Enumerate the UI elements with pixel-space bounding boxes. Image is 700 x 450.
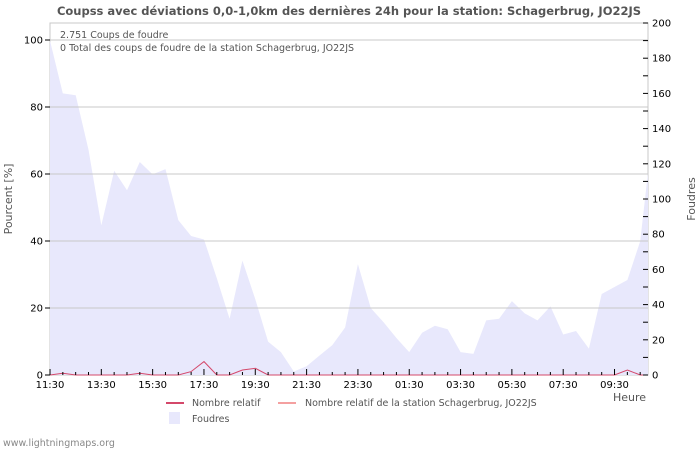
left-tick-label: 40 bbox=[30, 237, 43, 248]
x-tick-label: 19:30 bbox=[241, 380, 270, 391]
legend: Nombre relatif Nombre relatif de la stat… bbox=[166, 398, 537, 425]
x-axis-ticks bbox=[49, 369, 641, 375]
right-tick-label: 60 bbox=[652, 265, 665, 276]
legend-label-station: Nombre relatif de la station Schagerbrug… bbox=[305, 398, 537, 409]
right-tick-label: 0 bbox=[652, 371, 658, 382]
x-tick-label: 03:30 bbox=[446, 380, 475, 391]
x-tick-label: 15:30 bbox=[138, 380, 167, 391]
x-tick-label: 13:30 bbox=[87, 380, 116, 391]
left-tick-label: 0 bbox=[37, 371, 43, 382]
y-axis-right-label: Foudres bbox=[685, 177, 698, 221]
info-station-total: 0 Total des coups de foudre de la statio… bbox=[60, 43, 354, 54]
x-tick-label: 01:30 bbox=[395, 380, 424, 391]
right-tick-label: 200 bbox=[652, 19, 671, 30]
right-axis: 0 20 40 60 80 100 120 140 160 180 200 bbox=[643, 19, 671, 382]
legend-swatch-foudres bbox=[169, 412, 180, 424]
footer-site-link[interactable]: www.lightningmaps.org bbox=[3, 438, 115, 449]
right-tick-label: 120 bbox=[652, 159, 671, 170]
foudres-area bbox=[50, 40, 648, 375]
right-tick-label: 140 bbox=[652, 124, 671, 135]
chart-title: Coupss avec déviations 0,0-1,0km des der… bbox=[57, 4, 641, 18]
right-tick-label: 20 bbox=[652, 335, 665, 346]
x-tick-label: 11:30 bbox=[36, 380, 65, 391]
right-tick-label: 100 bbox=[652, 195, 671, 206]
nombre-relatif-line bbox=[49, 360, 648, 376]
left-tick-label: 80 bbox=[30, 103, 43, 114]
gridlines bbox=[50, 39, 648, 309]
left-axis: 0 20 40 60 80 100 bbox=[24, 36, 50, 382]
x-tick-label: 17:30 bbox=[190, 380, 219, 391]
plot-area bbox=[49, 22, 649, 376]
legend-label-foudres: Foudres bbox=[192, 414, 230, 425]
x-axis-labels: 11:30 13:30 15:30 17:30 19:30 21:30 23:30 01:30… bbox=[36, 380, 629, 391]
x-tick-label: 23:30 bbox=[344, 380, 373, 391]
x-axis-label: Heure bbox=[613, 391, 646, 404]
x-tick-label: 07:30 bbox=[549, 380, 578, 391]
right-tick-label: 160 bbox=[652, 89, 671, 100]
right-tick-label: 40 bbox=[652, 300, 665, 311]
left-tick-label: 20 bbox=[30, 304, 43, 315]
info-strike-count: 2.751 Coups de foudre bbox=[60, 30, 168, 41]
x-tick-label: 09:30 bbox=[600, 380, 629, 391]
x-tick-label: 21:30 bbox=[292, 380, 321, 391]
left-tick-label: 100 bbox=[24, 36, 43, 47]
legend-label-relatif: Nombre relatif bbox=[192, 398, 261, 409]
right-tick-label: 180 bbox=[652, 54, 671, 65]
x-tick-label: 05:30 bbox=[497, 380, 526, 391]
left-tick-label: 60 bbox=[30, 170, 43, 181]
right-tick-label: 80 bbox=[652, 230, 665, 241]
y-axis-left-label: Pourcent [%] bbox=[2, 164, 15, 235]
